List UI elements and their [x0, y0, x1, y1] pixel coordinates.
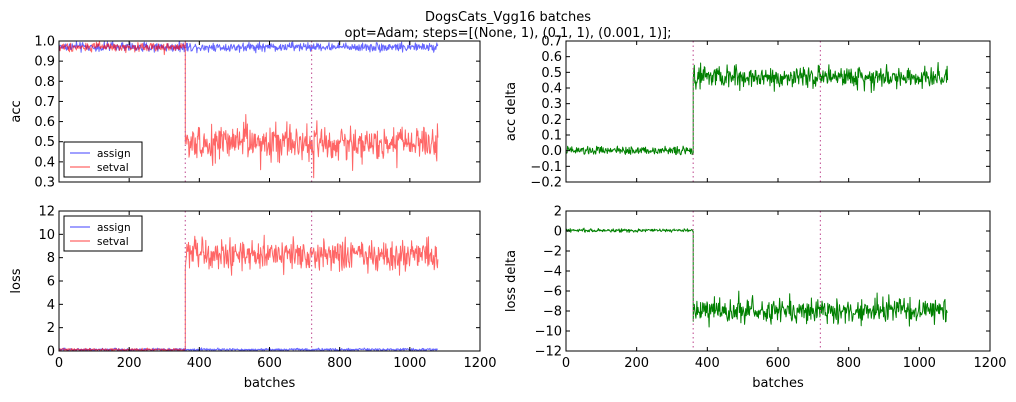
ytick-label: 0.3 [34, 176, 55, 191]
xtick-label: 800 [836, 356, 861, 371]
ytick-label: 0 [554, 225, 562, 240]
xtick-label: 200 [117, 356, 142, 371]
ytick-label: 2 [47, 321, 55, 336]
legend: assign setval [63, 215, 143, 252]
series-setval-acc [59, 41, 439, 179]
ytick-label: 2 [554, 205, 562, 220]
y-axis-label: acc delta [504, 82, 519, 141]
xtick-label: 1200 [463, 356, 496, 371]
ytick-label: 0.4 [541, 82, 562, 97]
ytick-label: 10 [38, 228, 55, 243]
ytick-label: 0.1 [541, 129, 562, 144]
ytick-label: 8 [47, 251, 55, 266]
legend-label: assign [97, 148, 131, 160]
xtick-label: 800 [327, 356, 352, 371]
ytick-label: 0.9 [34, 55, 55, 70]
ytick-label: 1.0 [34, 35, 55, 50]
loss-panel: 0 2 4 6 8 10 12 0 200 400 600 800 1000 1200 batches los… [9, 205, 497, 392]
xtick-label: 1000 [903, 356, 936, 371]
ytick-label: −2 [543, 245, 562, 260]
ytick-label: 0.5 [34, 135, 55, 150]
legend: assign setval [63, 141, 143, 178]
axes-frame [565, 40, 991, 183]
xtick-label: 0 [55, 356, 63, 371]
ytick-label: 0.6 [34, 115, 55, 130]
loss-delta-panel: −12 −10 −8 −6 −4 −2 0 2 0 200 400 600 800 1000 1200 bat… [504, 205, 1007, 392]
ytick-label: 12 [38, 205, 55, 220]
y-axis-label: loss delta [504, 250, 519, 312]
acc-panel: 0.3 0.4 0.5 0.6 0.7 0.8 0.9 1.0 acc assign setval [9, 35, 481, 191]
ytick-label: −4 [543, 265, 562, 280]
xtick-label: 400 [695, 356, 720, 371]
x-axis-label: batches [752, 376, 804, 391]
xtick-label: 200 [624, 356, 649, 371]
series-line-lossd [566, 227, 948, 328]
ytick-label: 0.5 [541, 66, 562, 81]
ytick-label: −10 [535, 325, 562, 340]
xtick-label: 0 [562, 356, 570, 371]
ytick-label: 0.7 [34, 95, 55, 110]
ytick-label: −0.1 [530, 160, 562, 175]
xtick-label: 1200 [973, 356, 1006, 371]
ytick-label: 4 [47, 298, 55, 313]
ytick-label: 0.8 [34, 75, 55, 90]
ytick-label: −12 [535, 345, 562, 360]
ytick-label: 0 [47, 345, 55, 360]
y-axis-label: loss [9, 268, 24, 293]
xtick-label: 600 [766, 356, 791, 371]
ytick-label: 0.3 [541, 97, 562, 112]
series-line-accd [566, 62, 949, 156]
xtick-label: 1000 [393, 356, 426, 371]
legend-label: assign [97, 222, 131, 234]
figure-subtitle: opt=Adam; steps=[(None, 1), (0.1, 1), (0… [345, 26, 672, 41]
ytick-label: 0.6 [541, 50, 562, 65]
ytick-label: −0.2 [530, 176, 562, 191]
series-setval-loss [59, 234, 439, 351]
x-axis-label: batches [244, 376, 296, 391]
figure-title: DogsCats_Vgg16 batches [425, 10, 591, 25]
ytick-label: 0.4 [34, 155, 55, 170]
ytick-label: 0.0 [541, 144, 562, 159]
ytick-label: 6 [47, 275, 55, 290]
xtick-label: 600 [257, 356, 282, 371]
y-axis-label: acc [9, 100, 24, 122]
ytick-label: 0.7 [541, 35, 562, 50]
ytick-label: 0.2 [541, 113, 562, 128]
ytick-label: −8 [543, 305, 562, 320]
legend-label: setval [97, 162, 129, 174]
ytick-label: −6 [543, 285, 562, 300]
acc-delta-panel: −0.2−0.10.00.10.20.30.40.50.60.7 acc delt… [504, 35, 991, 191]
xtick-label: 400 [187, 356, 212, 371]
legend-label: setval [97, 236, 129, 248]
